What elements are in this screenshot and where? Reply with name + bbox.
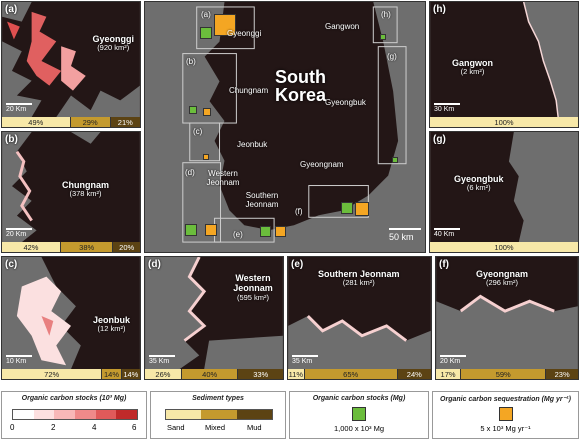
region-name: Gangwon (2 km²): [452, 58, 493, 77]
map-gangwon: [430, 2, 578, 127]
sediment-bar: 26% 40% 33%: [145, 369, 283, 379]
region-chungnam: Chungnam: [229, 86, 269, 95]
box-label-c: (c): [193, 127, 203, 136]
scale-bar: 20 Km: [440, 355, 466, 365]
map-south-korea: [145, 2, 425, 252]
panel-south-korea: (a) (h) (b) (g) (c) (d) (e) (f) Gyeonggi…: [144, 1, 426, 253]
scale-bar: 40 Km: [434, 228, 460, 238]
sequestration-marker: [203, 108, 211, 116]
panel-gangwon: (h) Gangwon (2 km²) 30 Km 100%: [429, 1, 579, 128]
sediment-label-mixed: Mixed: [205, 423, 226, 432]
region-name: Western Jeonnam (595 km²): [233, 273, 273, 302]
stock-legend-square: [352, 407, 366, 421]
sediment-bar: 11% 65% 24%: [288, 369, 431, 379]
panel-gyeongbuk: (g) Gyeongbuk (6 km²) 40 Km 100%: [429, 131, 579, 253]
panel-label: (h): [433, 4, 446, 15]
panel-label: (e): [291, 259, 304, 270]
sequestration-marker: [203, 154, 209, 160]
scale-bar: 10 Km: [6, 355, 32, 365]
panel-label: (b): [5, 134, 18, 145]
stock-marker: [189, 106, 197, 114]
panel-label: (a): [5, 4, 18, 15]
region-name: Gyeonggi (920 km²): [92, 34, 134, 53]
sediment-bar: 42% 38% 20%: [2, 242, 140, 252]
region-gyeongnam: Gyeongnam: [300, 160, 344, 169]
box-label-g: (g): [387, 52, 397, 61]
sequestration-marker: [275, 226, 286, 237]
legend-sequestration: Organic carbon sequestration (Mg yr⁻¹) 5…: [432, 391, 579, 439]
map-southern-jeonnam: [288, 257, 431, 379]
region-gyeonggi: Gyeonggi: [227, 29, 262, 38]
region-gangwon: Gangwon: [325, 22, 360, 31]
sequestration-legend-label: 5 x 10³ Mg yr⁻¹: [480, 424, 531, 433]
region-name: Southern Jeonnam (281 km²): [318, 269, 400, 288]
sequestration-marker: [355, 202, 369, 216]
sequestration-marker: [205, 224, 217, 236]
stock-marker: [200, 27, 212, 39]
scale-bar: 35 Km: [149, 355, 175, 365]
legend-carbon-stocks: Organic carbon stocks (10³ Mg) 0 2 4 6: [1, 391, 147, 439]
scale-bar: 50 km: [389, 228, 421, 242]
box-label-a: (a): [201, 10, 211, 19]
region-name: Jeonbuk (12 km²): [92, 315, 130, 334]
stock-marker: [341, 202, 353, 214]
panel-jeonbuk: (c) Jeonbuk (12 km²) 10 Km 72% 14% 14%: [1, 256, 141, 380]
box-label-e: (e): [233, 230, 243, 239]
sediment-bar: 17% 59% 23%: [436, 369, 578, 379]
sediment-bar: 49% 29% 21%: [2, 117, 140, 127]
scale-bar: 20 Km: [6, 228, 32, 238]
panel-label: (c): [5, 259, 18, 270]
map-western-jeonnam: [145, 257, 283, 379]
stock-marker: [392, 157, 398, 163]
region-name: Gyeongnam (296 km²): [476, 269, 529, 288]
sediment-ramp: [165, 409, 273, 420]
legend-sediment: Sediment types Sand Mixed Mud: [150, 391, 286, 439]
map-gyeongnam: [436, 257, 578, 379]
stock-marker: [260, 226, 271, 237]
sequestration-marker: [214, 14, 236, 36]
region-jeonbuk: Jeonbuk: [237, 140, 268, 149]
sediment-label-sand: Sand: [167, 423, 185, 432]
stock-marker: [185, 224, 197, 236]
scale-bar: 35 Km: [292, 355, 318, 365]
region-gyeongbuk: Gyeongbuk: [325, 98, 366, 107]
stock-legend-label: 1,000 x 10³ Mg: [333, 424, 385, 433]
box-label-f: (f): [295, 207, 303, 216]
panel-label: (d): [148, 259, 161, 270]
panel-southern-jeonnam: (e) Southern Jeonnam (281 km²) 35 Km 11%…: [287, 256, 432, 380]
ramp-tick: 6: [132, 423, 137, 432]
ramp-tick: 4: [92, 423, 97, 432]
map-gyeongbuk: [430, 132, 578, 252]
scale-bar: 30 Km: [434, 103, 460, 113]
region-name: Gyeongbuk (6 km²): [454, 174, 504, 193]
panel-gyeonggi: (a) Gyeonggi (920 km²) 20 Km 49% 29% 21%: [1, 1, 141, 128]
box-label-d: (d): [185, 168, 195, 177]
box-label-h: (h): [381, 10, 391, 19]
map-chungnam: [2, 132, 140, 252]
map-title: South Korea: [275, 67, 327, 105]
panel-chungnam: (b) Chungnam (378 km²) 20 Km 42% 38% 20%: [1, 131, 141, 253]
box-label-b: (b): [186, 57, 196, 66]
region-name: Chungnam (378 km²): [62, 180, 109, 199]
scale-bar: 20 Km: [6, 103, 32, 113]
region-western-jeonnam: Western Jeonnam: [206, 169, 240, 187]
stock-marker: [380, 34, 386, 40]
panel-western-jeonnam: (d) Western Jeonnam (595 km²) 35 Km 26% …: [144, 256, 284, 380]
sequestration-legend-square: [499, 407, 513, 421]
sediment-bar: 72% 14% 14%: [2, 369, 140, 379]
region-southern-jeonnam: Southern Jeonnam: [245, 191, 279, 209]
color-ramp: [12, 409, 138, 420]
sediment-label-mud: Mud: [247, 423, 262, 432]
sediment-bar: 100%: [430, 242, 578, 252]
panel-label: (f): [439, 259, 449, 270]
panel-gyeongnam: (f) Gyeongnam (296 km²) 20 Km 17% 59% 23…: [435, 256, 579, 380]
panel-label: (g): [433, 134, 446, 145]
map-gyeonggi: [2, 2, 140, 127]
ramp-tick: 0: [10, 423, 15, 432]
sediment-bar: 100%: [430, 117, 578, 127]
map-jeonbuk: [2, 257, 140, 379]
legend-stocks-mg: Organic carbon stocks (Mg) 1,000 x 10³ M…: [289, 391, 429, 439]
ramp-tick: 2: [51, 423, 56, 432]
